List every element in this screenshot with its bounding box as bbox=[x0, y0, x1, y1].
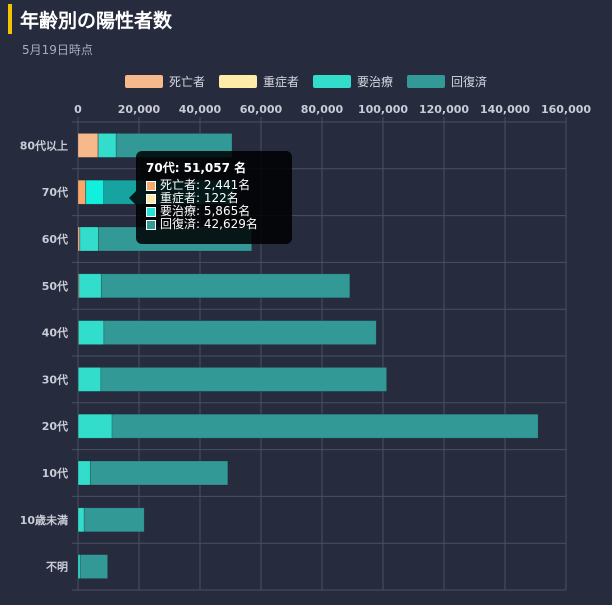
x-tick-label: 160,000 bbox=[541, 103, 591, 116]
chart-tooltip: 70代: 51,057 名 死亡者: 2,441名 重症者: 122名 要治療: 5… bbox=[129, 151, 292, 244]
bar-回復済-30代 bbox=[100, 367, 387, 392]
tooltip-swatch bbox=[146, 219, 156, 230]
x-tick-label: 140,000 bbox=[480, 103, 530, 116]
bar-回復済-50代 bbox=[100, 273, 351, 299]
tooltip-row-label: 死亡者: 2,441名 bbox=[160, 178, 251, 192]
x-tick-label: 40,000 bbox=[179, 103, 222, 116]
bar-要治療-80代以上 bbox=[98, 133, 117, 158]
x-tick-label: 60,000 bbox=[240, 103, 283, 116]
tooltip-row: 死亡者: 2,441名 bbox=[146, 179, 282, 192]
tooltip-arrow bbox=[129, 191, 136, 205]
bar-要治療-30代 bbox=[77, 367, 102, 392]
bar-回復済-10代 bbox=[89, 460, 229, 486]
y-category-label: 70代 bbox=[42, 185, 68, 199]
x-tick-label: 80,000 bbox=[301, 103, 344, 116]
bar-死亡者-80代以上 bbox=[77, 133, 99, 158]
legend-label: 要治療 bbox=[357, 75, 394, 89]
y-category-label: 30代 bbox=[42, 372, 68, 386]
y-category-label: 80代以上 bbox=[20, 138, 68, 152]
bar-要治療-40代 bbox=[78, 320, 105, 345]
y-category-label: 50代 bbox=[42, 279, 68, 293]
y-category-label: 10歳未満 bbox=[20, 513, 68, 527]
tooltip-title: 70代: 51,057 名 bbox=[146, 161, 247, 175]
tooltip-swatch bbox=[146, 180, 156, 191]
legend-swatch bbox=[407, 75, 446, 88]
bar-要治療-20代 bbox=[77, 413, 113, 439]
legend-label: 回復済 bbox=[451, 75, 488, 89]
x-tick-label: 20,000 bbox=[118, 103, 161, 116]
tooltip-row: 回復済: 42,629名 bbox=[146, 218, 282, 231]
bar-死亡者-70代 bbox=[77, 179, 86, 205]
bar-回復済-10歳未満 bbox=[83, 507, 145, 533]
title-accent-bar bbox=[8, 4, 12, 34]
tooltip-swatch bbox=[146, 193, 156, 204]
tooltip-row-label: 回復済: 42,629名 bbox=[160, 217, 258, 231]
bar-回復済-不明 bbox=[79, 554, 108, 579]
x-tick-label: 100,000 bbox=[358, 103, 408, 116]
tooltip-row: 要治療: 5,865名 bbox=[146, 205, 282, 218]
bar-要治療-70代 bbox=[85, 179, 105, 205]
bar-要治療-不明 bbox=[77, 554, 81, 579]
x-tick-label: 120,000 bbox=[419, 103, 469, 116]
legend-item[interactable]: 重症者 bbox=[218, 73, 299, 90]
bar-要治療-10代 bbox=[77, 460, 91, 486]
bar-要治療-50代 bbox=[78, 273, 102, 299]
legend-swatch bbox=[218, 75, 257, 88]
tooltip-row-label: 重症者: 122名 bbox=[160, 191, 239, 205]
legend-item[interactable]: 回復済 bbox=[407, 73, 487, 90]
chart-title: 年齢別の陽性者数 bbox=[20, 10, 173, 32]
bar-要治療-60代 bbox=[79, 226, 99, 252]
tooltip-row: 重症者: 122名 bbox=[146, 192, 282, 205]
legend-item[interactable]: 要治療 bbox=[313, 73, 393, 90]
y-category-label: 10代 bbox=[42, 466, 68, 480]
legend-item[interactable]: 死亡者 bbox=[124, 73, 205, 90]
tooltip-row-label: 要治療: 5,865名 bbox=[160, 204, 251, 218]
x-tick-label: 0 bbox=[74, 103, 82, 116]
legend-swatch bbox=[124, 75, 163, 88]
y-category-label: 不明 bbox=[46, 561, 68, 574]
legend-label: 重症者 bbox=[262, 75, 299, 89]
bar-回復済-40代 bbox=[103, 320, 377, 345]
legend-label: 死亡者 bbox=[168, 75, 205, 89]
chart-subtitle: 5月19日時点 bbox=[22, 43, 93, 57]
legend-swatch bbox=[313, 75, 351, 88]
tooltip-swatch bbox=[146, 206, 156, 217]
y-category-label: 20代 bbox=[42, 419, 68, 433]
y-category-label: 40代 bbox=[42, 326, 68, 340]
chart-legend: 死亡者 重症者 要治療 回復済 bbox=[0, 73, 612, 90]
bar-回復済-20代 bbox=[111, 413, 539, 439]
bar-要治療-10歳未満 bbox=[77, 507, 85, 533]
y-category-label: 60代 bbox=[42, 232, 68, 246]
